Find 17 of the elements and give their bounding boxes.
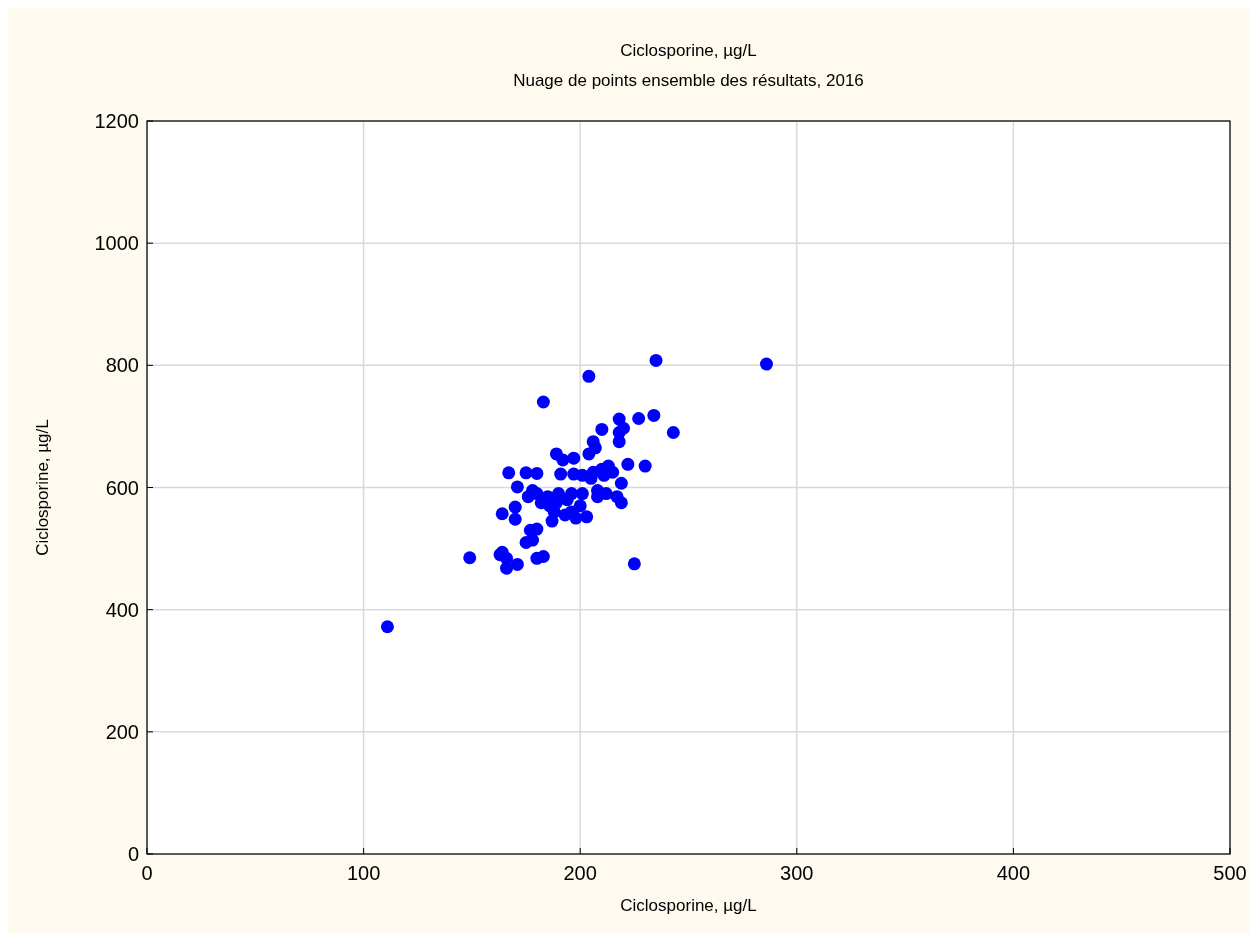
chart-title: Ciclosporine, µg/L <box>620 41 757 60</box>
x-tick-label: 100 <box>346 862 381 884</box>
x-tick-label: 300 <box>780 862 814 884</box>
y-tick-label: 800 <box>105 354 139 377</box>
x-axis-title: Ciclosporine, µg/L <box>620 896 757 915</box>
y-tick-label: 1000 <box>94 232 139 255</box>
y-axis-title: Ciclosporine, µg/L <box>33 419 52 556</box>
y-tick-label: 0 <box>127 843 139 865</box>
x-tick-label: 400 <box>996 862 1031 884</box>
x-tick-label: 0 <box>141 862 153 884</box>
x-tick-label: 500 <box>1213 862 1247 884</box>
y-tick-label: 400 <box>105 598 139 621</box>
y-tick-label: 200 <box>105 720 139 743</box>
y-tick-label: 1200 <box>94 110 139 132</box>
chart-subtitle: Nuage de points ensemble des résultats, 2016 <box>513 71 864 90</box>
x-tick-label: 200 <box>563 862 597 884</box>
y-tick-label: 600 <box>105 476 139 499</box>
